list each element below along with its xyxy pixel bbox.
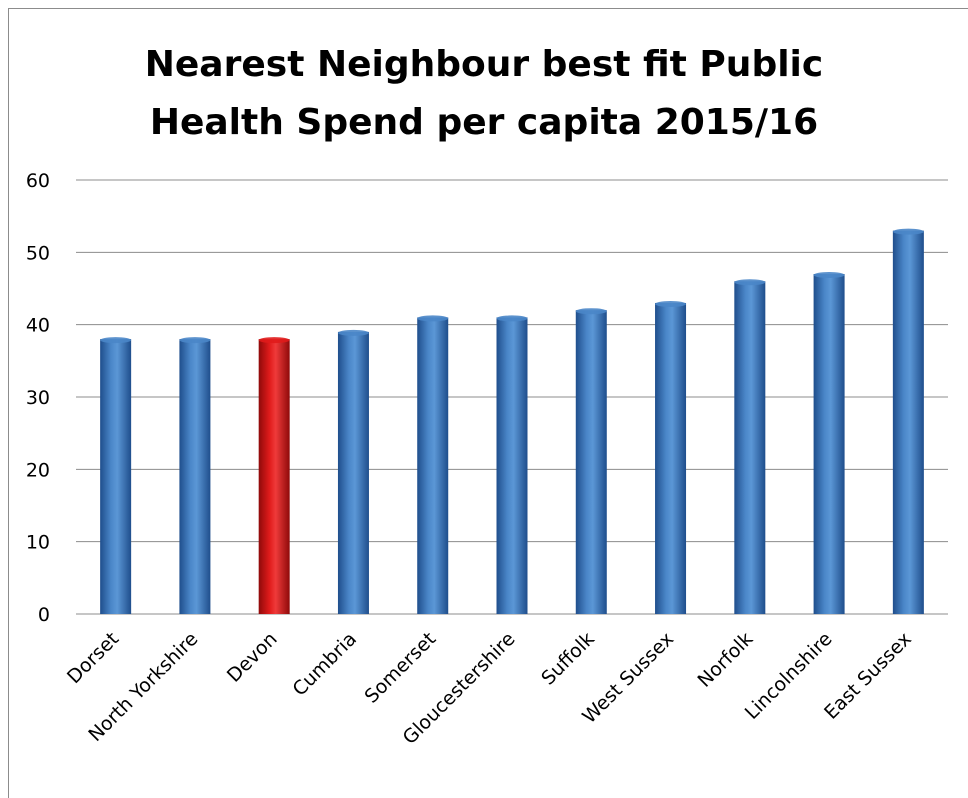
bar-west-sussex (655, 302, 687, 614)
x-category-label: Devon (223, 628, 282, 687)
bar-east-sussex (892, 230, 924, 614)
x-category-label: Somerset (361, 628, 441, 708)
bars (100, 228, 924, 614)
x-category-label: Norfolk (694, 628, 758, 692)
bar-suffolk (575, 310, 607, 614)
bar-top (258, 337, 290, 344)
bar-devon (258, 339, 290, 614)
y-tick-label: 40 (26, 315, 50, 337)
bar-top (496, 315, 528, 322)
y-tick-label: 50 (26, 242, 50, 264)
chart-title: Nearest Neighbour best fit Public Health… (0, 36, 968, 152)
chart-title-line-2: Health Spend per capita 2015/16 (149, 102, 819, 143)
y-tick-label: 60 (26, 170, 50, 192)
bar-dorset (100, 339, 132, 614)
bar-somerset (417, 317, 449, 614)
y-axis-ticks: 0 10 20 30 40 50 60 (26, 170, 50, 626)
chart-frame (8, 8, 968, 798)
x-category-label: Cumbria (288, 628, 361, 701)
y-tick-label: 20 (26, 459, 50, 481)
bar-top (892, 228, 924, 235)
bar-top (575, 308, 607, 315)
bar-top (655, 300, 687, 307)
bar-top (417, 315, 449, 322)
y-tick-label: 10 (26, 532, 50, 554)
bar-top (100, 337, 132, 344)
bar-lincolnshire (813, 274, 845, 614)
bar-top (813, 272, 845, 279)
chart-title-line-1: Nearest Neighbour best fit Public (144, 44, 824, 85)
bar-cumbria (337, 331, 369, 614)
y-tick-label: 30 (26, 387, 50, 409)
bar-gloucestershire (496, 317, 528, 614)
x-category-label: Dorset (63, 628, 123, 688)
bar-north-yorkshire (179, 339, 211, 614)
bar-top (734, 279, 766, 286)
y-tick-label: 0 (38, 604, 50, 626)
bar-top (179, 337, 211, 344)
x-category-label: Suffolk (537, 628, 599, 690)
bar-top (337, 329, 369, 336)
bar-norfolk (734, 281, 766, 614)
